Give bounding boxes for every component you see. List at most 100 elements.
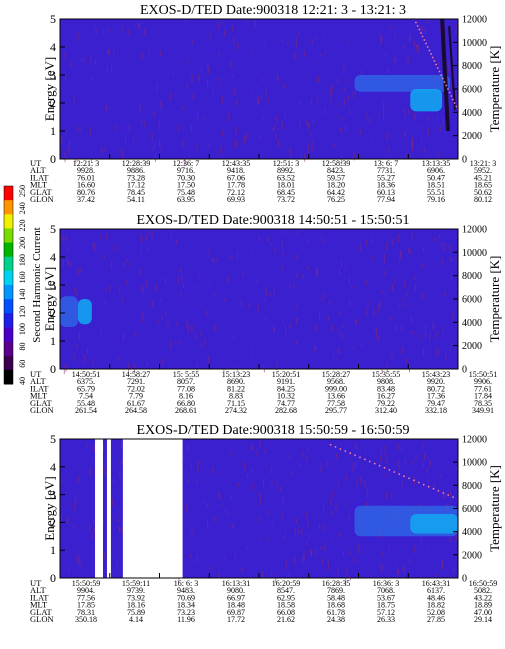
noise-speck (64, 53, 66, 58)
orbit-cell: 50.62 (474, 188, 492, 197)
noise-speck (60, 284, 62, 290)
noise-speck (102, 519, 104, 526)
noise-speck (113, 47, 115, 55)
colorbar-tick-label: 60 (18, 360, 27, 368)
noise-speck (408, 558, 410, 563)
orbit-cell: 7068. (377, 586, 395, 595)
spectrogram-panels: EXOS-D/TED Date:900318 12:21: 3 - 13:21:… (30, 3, 502, 624)
noise-speck (327, 561, 329, 570)
noise-speck (349, 300, 351, 308)
noise-speck (322, 558, 323, 564)
colorbar-frame (3, 185, 14, 385)
noise-speck (301, 528, 303, 537)
noise-speck (394, 278, 396, 283)
noise-speck (264, 297, 266, 303)
noise-speck (137, 22, 139, 29)
orbit-cell: 15: 5:55 (173, 370, 199, 379)
noise-speck (449, 347, 451, 352)
noise-speck (158, 120, 160, 130)
noise-speck (378, 133, 380, 138)
noise-speck (60, 105, 62, 110)
noise-speck (185, 19, 187, 23)
noise-speck (456, 94, 458, 99)
noise-speck (207, 79, 208, 87)
noise-speck (279, 486, 281, 492)
temperature-point (447, 88, 449, 90)
orbit-cell: 9080. (227, 586, 245, 595)
noise-speck (320, 546, 322, 551)
noise-speck (319, 524, 320, 530)
y2-tick-label: 6000 (462, 85, 482, 96)
noise-speck (438, 234, 440, 239)
noise-speck (78, 331, 80, 341)
noise-speck (138, 52, 140, 59)
noise-speck (381, 36, 383, 43)
colorbar-label: Second Harmonic Current (31, 227, 43, 342)
noise-speck (392, 283, 394, 292)
orbit-cell: 79.47 (427, 399, 445, 408)
orbit-cell: 43.22 (474, 593, 492, 602)
noise-speck (68, 146, 70, 155)
noise-speck (442, 118, 444, 126)
noise-speck (277, 75, 279, 83)
orbit-cell: 9920. (427, 377, 445, 386)
orbit-cell: 79.22 (377, 399, 395, 408)
temperature-trace (329, 443, 459, 501)
y2-tick-label: 10000 (462, 458, 487, 469)
noise-speck (376, 328, 377, 337)
noise-speck (276, 114, 278, 122)
orbit-cell: 15:50:51 (469, 370, 497, 379)
noise-speck (391, 238, 393, 246)
noise-speck (271, 569, 273, 579)
noise-speck (161, 105, 163, 112)
noise-texture (60, 229, 457, 375)
noise-speck (250, 444, 252, 451)
noise-speck (191, 124, 193, 132)
noise-speck (208, 144, 210, 148)
noise-speck (332, 490, 334, 498)
noise-speck (121, 460, 123, 465)
orbit-cell: 59.57 (327, 173, 345, 182)
orbit-cell: 47.00 (474, 608, 492, 617)
temperature-point (430, 53, 432, 55)
noise-speck (414, 545, 416, 553)
noise-speck (181, 105, 183, 111)
noise-speck (204, 337, 206, 345)
noise-speck (386, 242, 388, 251)
noise-speck (191, 324, 193, 333)
noise-speck (178, 125, 180, 132)
noise-speck (403, 107, 405, 115)
temperature-point (373, 462, 376, 465)
orbit-cell: 71.15 (227, 399, 245, 408)
noise-speck (323, 33, 324, 38)
orbit-cell: 15:28:27 (322, 370, 350, 379)
noise-speck (282, 317, 284, 325)
noise-speck (405, 114, 406, 119)
noise-speck (284, 229, 286, 236)
noise-speck (349, 276, 351, 285)
temperature-point (452, 98, 454, 101)
noise-speck (312, 118, 314, 125)
noise-speck (445, 353, 447, 361)
y2-tick-label: 0 (462, 574, 467, 585)
orbit-cell: 55.48 (77, 399, 95, 408)
noise-speck (394, 57, 396, 65)
noise-speck (354, 460, 356, 469)
noise-speck (122, 335, 124, 343)
noise-speck (285, 560, 287, 570)
noise-speck (296, 318, 298, 325)
noise-speck (208, 66, 210, 74)
orbit-cell: 69.87 (227, 608, 245, 617)
colorbar-segment (4, 299, 13, 314)
noise-speck (420, 26, 422, 34)
noise-speck (360, 128, 362, 135)
temperature-point (416, 25, 419, 27)
noise-speck (263, 479, 264, 487)
noise-speck (172, 70, 174, 76)
noise-speck (90, 127, 91, 136)
noise-speck (348, 514, 350, 523)
orbit-cell: 18.68 (327, 601, 345, 610)
panel-title: EXOS-D/TED Date:900318 15:50:59 - 16:50:… (137, 423, 410, 438)
noise-speck (263, 367, 265, 373)
noise-speck (420, 503, 422, 508)
